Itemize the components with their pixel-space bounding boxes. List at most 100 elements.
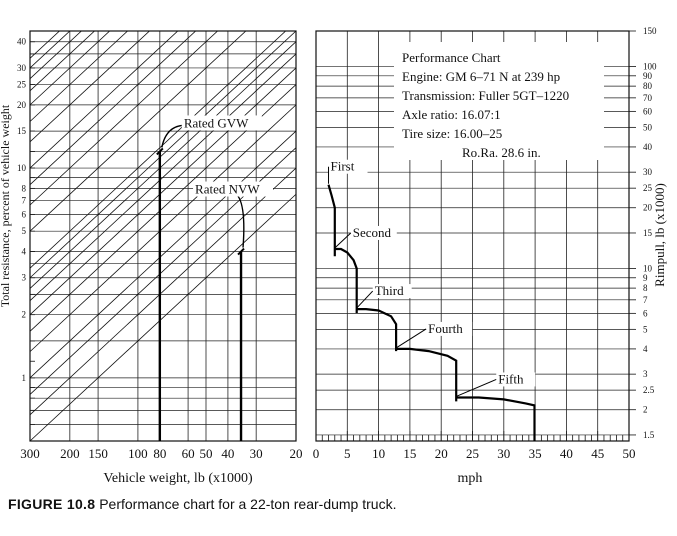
left-x-tick-label: 50 <box>199 446 212 461</box>
left-y-tick-label: 2 <box>22 310 27 320</box>
figure-label: FIGURE 10.8 <box>8 496 96 512</box>
rated-marker-leader <box>161 124 182 148</box>
gear-curve-third <box>356 308 398 352</box>
left-y-tick-label: 20 <box>17 100 27 110</box>
figure-caption-text: Performance chart for a 22-ton rear-dump… <box>99 496 397 512</box>
gear-curve-second <box>334 247 358 314</box>
right-y-tick-label: 10 <box>643 264 653 274</box>
rated-label-bg <box>181 115 262 131</box>
info-box-bg <box>394 42 604 160</box>
left-diagonal-line <box>30 31 151 143</box>
right-x-tick-label: 50 <box>623 446 636 461</box>
left-y-tick-label: 1 <box>22 373 27 383</box>
rated-marker-tick <box>156 147 164 156</box>
right-y-tick-label: 25 <box>643 183 653 193</box>
left-x-tick-label: 300 <box>20 446 40 461</box>
right-x-tick-label: 5 <box>344 446 351 461</box>
left-diagonal-line <box>30 67 296 316</box>
gear-label-bg <box>426 321 473 336</box>
right-x-tick-label: 15 <box>403 446 416 461</box>
right-y-tick-label: 8 <box>643 283 648 293</box>
left-diagonal-line <box>30 53 296 302</box>
left-x-tick-label: 30 <box>250 446 263 461</box>
right-y-tick-label: 15 <box>643 228 653 238</box>
left-diagonal-line <box>30 31 71 69</box>
left-y-tick-label: 30 <box>17 63 27 73</box>
gear-label-fifth: Fifth <box>498 371 524 386</box>
rated-marker-label: Rated GVW <box>184 115 249 130</box>
left-y-tick-label: 5 <box>22 226 27 236</box>
right-y-tick-label: 100 <box>643 62 657 72</box>
gear-label-leader <box>356 290 374 309</box>
left-x-axis-label: Vehicle weight, lb (x1000) <box>103 471 253 486</box>
left-y-tick-label: 3 <box>22 273 27 283</box>
left-diagonal-line <box>30 31 219 206</box>
gear-label-leader <box>456 378 497 397</box>
right-panel-frame <box>315 30 630 442</box>
left-x-tick-label: 200 <box>60 446 80 461</box>
gear-curve-fourth <box>396 347 458 402</box>
right-x-tick-label: 30 <box>497 446 510 461</box>
left-x-tick-label: 40 <box>221 446 234 461</box>
gear-label-bg <box>328 159 368 174</box>
gear-label-bg <box>496 372 536 387</box>
gear-label-first: First <box>331 159 355 174</box>
right-y-tick-label: 60 <box>643 106 653 116</box>
figure-caption: FIGURE 10.8 Performance chart for a 22-t… <box>8 496 668 518</box>
info-box-line: Tire size: 16.00–25 <box>402 126 502 141</box>
right-y-tick-label: 9 <box>643 273 648 283</box>
left-diagonal-line <box>30 41 296 290</box>
left-diagonal-line <box>30 31 96 92</box>
right-y-tick-label: 7 <box>643 295 648 305</box>
right-x-tick-label: 10 <box>372 446 385 461</box>
right-y-tick-label: 20 <box>643 203 653 213</box>
rated-marker-leader <box>230 190 245 248</box>
left-y-tick-label: 6 <box>22 210 27 220</box>
gear-label-bg <box>372 284 412 299</box>
right-x-axis-label: mph <box>458 471 483 486</box>
left-x-tick-label: 100 <box>128 446 148 461</box>
right-y-tick-label: 70 <box>643 93 653 103</box>
info-box-line: Performance Chart <box>402 50 501 65</box>
right-x-tick-label: 40 <box>560 446 573 461</box>
right-y-tick-label: 4 <box>643 344 648 354</box>
rated-marker-label: Rated NVW <box>195 182 260 197</box>
gear-label-third: Third <box>375 283 404 298</box>
right-y-tick-label: 2 <box>643 405 648 415</box>
info-box-line: Ro.Ra. 28.6 in. <box>462 145 541 160</box>
gear-label-leader <box>395 328 427 349</box>
left-y-tick-label: 7 <box>22 196 27 206</box>
left-diagonal-line <box>30 84 296 332</box>
left-diagonal-line <box>30 104 296 353</box>
info-box-line: Engine: GM 6–71 N at 239 hp <box>402 69 560 84</box>
left-y-tick-label: 25 <box>17 80 27 90</box>
right-y-tick-label: 80 <box>643 81 653 91</box>
right-y-tick-label: 50 <box>643 122 653 132</box>
rated-marker-tick <box>237 247 245 256</box>
gear-label-leader <box>334 232 352 249</box>
left-diagonal-line <box>30 31 82 80</box>
left-y-tick-label: 4 <box>22 247 27 257</box>
right-y-axis-label: Rimpull, lb (x1000) <box>652 183 667 287</box>
right-panel: 0 5 10 15 20 25 30 35 40 45 501.522.53456789101520… <box>313 26 657 461</box>
info-box-line: Transmission: Fuller 5GT–1220 <box>402 88 569 103</box>
left-panel: 300 200 150 100 80 60 50 40 30 20 1 2 3 4 5 6 7 8 10 15 20 25… <box>17 30 303 461</box>
gear-label-fourth: Fourth <box>428 321 463 336</box>
left-diagonal-lines <box>30 31 296 441</box>
left-y-axis-label: Total resistance, percent of vehicle wei… <box>0 104 12 307</box>
right-x-tick-label: 45 <box>591 446 604 461</box>
right-x-tick-label: 20 <box>435 446 448 461</box>
left-diagonal-line <box>30 31 179 169</box>
left-diagonal-line <box>30 31 247 232</box>
left-diagonal-line <box>30 193 296 441</box>
right-y-tick-label: 5 <box>643 324 648 334</box>
left-diagonal-line <box>30 31 129 123</box>
gear-label-bg <box>350 225 397 240</box>
left-x-tick-label: 60 <box>182 446 195 461</box>
left-x-tick-label: 80 <box>153 446 166 461</box>
left-diagonal-line <box>30 130 296 379</box>
right-y-tick-label: 3 <box>643 369 648 379</box>
right-y-tick-label: 90 <box>643 71 653 81</box>
